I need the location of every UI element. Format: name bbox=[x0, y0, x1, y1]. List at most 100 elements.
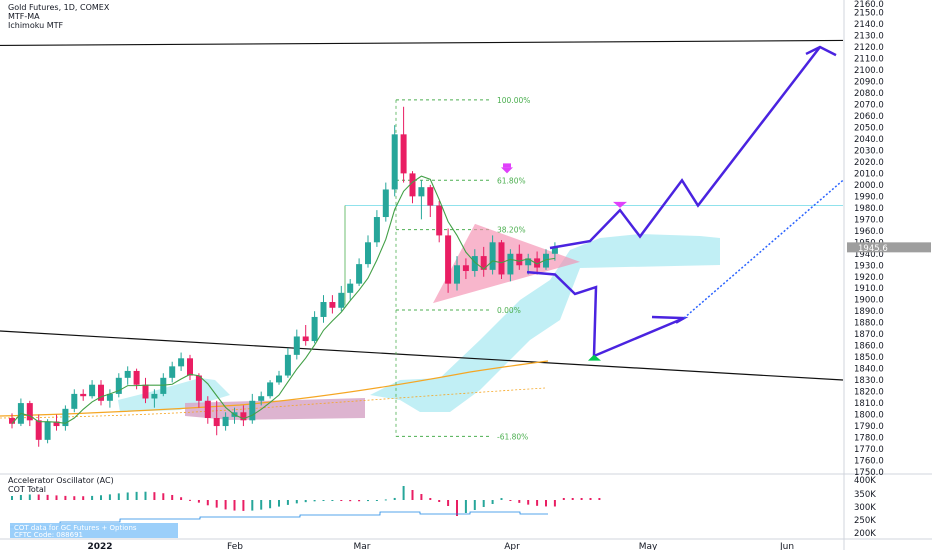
candle-body[interactable] bbox=[9, 418, 15, 424]
y-tick-label: 1840.0 bbox=[854, 365, 884, 375]
candle-body[interactable] bbox=[124, 370, 131, 378]
y-tick-label: 2130.0 bbox=[854, 32, 884, 42]
candle-body[interactable] bbox=[480, 256, 487, 270]
candle-body[interactable] bbox=[382, 189, 389, 218]
candle-body[interactable] bbox=[293, 336, 300, 355]
candle-body[interactable] bbox=[195, 375, 202, 401]
candle-body[interactable] bbox=[373, 217, 380, 243]
candle-body[interactable] bbox=[436, 205, 443, 236]
candle-body[interactable] bbox=[302, 336, 309, 342]
candle-body[interactable] bbox=[98, 384, 104, 401]
candle-body[interactable] bbox=[240, 412, 247, 421]
candle-body[interactable] bbox=[507, 253, 514, 275]
candle-body[interactable] bbox=[71, 393, 78, 409]
candle-body[interactable] bbox=[284, 354, 291, 376]
y-tick-label: 1970.0 bbox=[854, 215, 884, 225]
oscillator-bar bbox=[37, 494, 40, 500]
oscillator-bar bbox=[55, 495, 58, 500]
candle-body[interactable] bbox=[471, 256, 478, 272]
candle-body[interactable] bbox=[551, 246, 558, 254]
candle-body[interactable] bbox=[142, 384, 149, 399]
candle-body[interactable] bbox=[276, 375, 282, 383]
y-tick-label: 1940.0 bbox=[854, 250, 884, 260]
y-tick-label: 1910.0 bbox=[854, 284, 884, 294]
candle-body[interactable] bbox=[311, 316, 318, 342]
y-tick-label-partial: 2160.0 bbox=[854, 0, 884, 10]
candle-body[interactable] bbox=[543, 253, 549, 268]
oscillator-bar bbox=[251, 500, 254, 511]
cot-info-line-2: CFTC Code: 088691 bbox=[14, 531, 83, 539]
candle-body[interactable] bbox=[106, 393, 113, 401]
candle-body[interactable] bbox=[338, 292, 345, 308]
candle-body[interactable] bbox=[534, 258, 541, 268]
y-tick-label: 1810.0 bbox=[854, 399, 884, 409]
candle-body[interactable] bbox=[187, 358, 193, 376]
x-tick-label: Jun bbox=[779, 542, 794, 550]
y-tick-label: 2150.0 bbox=[854, 9, 884, 19]
oscillator-bar bbox=[82, 496, 85, 500]
candle-body[interactable] bbox=[204, 400, 211, 419]
candle-body[interactable] bbox=[356, 264, 363, 284]
candle-body[interactable] bbox=[498, 242, 505, 275]
candle-body[interactable] bbox=[400, 134, 407, 174]
candle-body[interactable] bbox=[115, 377, 122, 394]
candle-body[interactable] bbox=[454, 265, 460, 284]
candle-body[interactable] bbox=[80, 393, 87, 397]
y-tick-label: 2050.0 bbox=[854, 123, 884, 133]
candle-body[interactable] bbox=[329, 302, 336, 308]
candle-body[interactable] bbox=[160, 377, 167, 394]
chart-title: Gold Futures, 1D, COMEX bbox=[8, 3, 110, 12]
oscillator-bar bbox=[135, 491, 138, 500]
candle-body[interactable] bbox=[222, 416, 229, 427]
y-tick-label: 1860.0 bbox=[854, 342, 884, 352]
oscillator-bar bbox=[28, 494, 31, 500]
candle-body[interactable] bbox=[525, 258, 532, 266]
candle-body[interactable] bbox=[89, 384, 96, 397]
oscillator-bar bbox=[162, 493, 165, 500]
candle-body[interactable] bbox=[365, 242, 371, 265]
down-arrow-marker bbox=[501, 167, 513, 174]
candle-body[interactable] bbox=[258, 396, 265, 401]
oscillator-bar bbox=[197, 500, 200, 503]
oscillator-bar bbox=[536, 500, 539, 506]
oscillator-bar bbox=[411, 490, 414, 500]
candle-body[interactable] bbox=[53, 421, 60, 427]
oscillator-bar bbox=[500, 498, 503, 500]
candle-body[interactable] bbox=[133, 370, 140, 385]
candle-body[interactable] bbox=[35, 420, 42, 440]
candle-body[interactable] bbox=[178, 358, 185, 367]
candle-body[interactable] bbox=[418, 187, 425, 197]
candle-body[interactable] bbox=[427, 187, 434, 206]
candle-body[interactable] bbox=[26, 403, 33, 421]
oscillator-bar bbox=[580, 498, 583, 500]
ichimoku-cloud-early bbox=[118, 378, 230, 412]
oscillator-bar bbox=[384, 499, 387, 501]
oscillator-bar bbox=[464, 500, 467, 513]
oscillator-bar bbox=[278, 500, 280, 507]
candle-body[interactable] bbox=[347, 283, 354, 293]
candle-body[interactable] bbox=[516, 253, 523, 266]
candle-body[interactable] bbox=[462, 265, 469, 272]
candle-body[interactable] bbox=[267, 382, 274, 397]
y-tick-label: 1990.0 bbox=[854, 192, 884, 202]
oscillator-bar bbox=[117, 493, 120, 500]
candle-body[interactable] bbox=[213, 418, 220, 427]
candle-body[interactable] bbox=[409, 173, 416, 197]
y-tick-label: 2120.0 bbox=[854, 43, 884, 53]
oscillator-bar bbox=[598, 498, 601, 500]
candle-body[interactable] bbox=[151, 393, 158, 399]
candle-body[interactable] bbox=[169, 366, 176, 378]
candle-body[interactable] bbox=[249, 400, 256, 421]
candle-body[interactable] bbox=[62, 408, 69, 427]
y-tick-label: 2020.0 bbox=[854, 158, 884, 168]
candle-body[interactable] bbox=[391, 134, 398, 190]
down-arrow-marker-stem bbox=[503, 163, 511, 168]
x-tick-label: Feb bbox=[227, 542, 243, 550]
candle-body[interactable] bbox=[320, 302, 327, 317]
candle-body[interactable] bbox=[489, 242, 496, 270]
candle-body[interactable] bbox=[445, 235, 452, 284]
candle-body[interactable] bbox=[44, 421, 51, 440]
cot-info-line-1: COT data for GC Futures + Options bbox=[14, 524, 137, 532]
